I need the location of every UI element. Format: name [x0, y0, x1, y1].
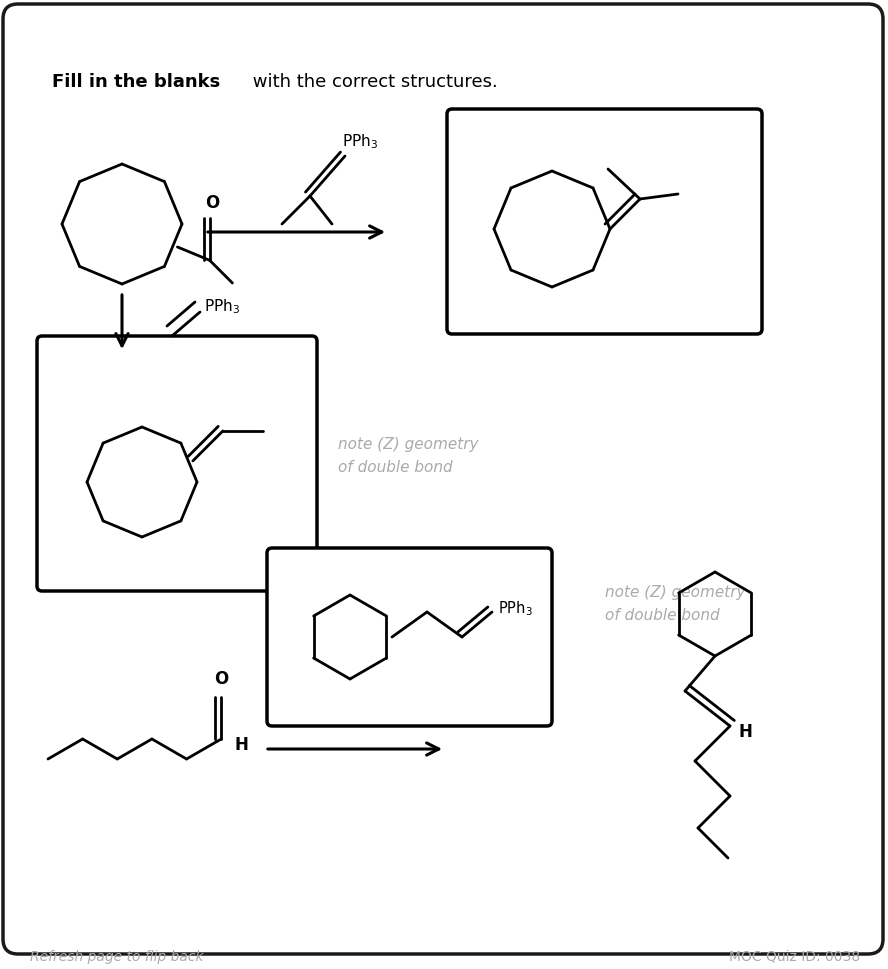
Text: O: O [204, 194, 219, 212]
Text: MOC Quiz ID: 0038: MOC Quiz ID: 0038 [729, 949, 860, 963]
Text: note (Z) geometry
of double bond: note (Z) geometry of double bond [338, 437, 479, 475]
FancyBboxPatch shape [447, 109, 762, 334]
FancyBboxPatch shape [3, 5, 883, 954]
Text: PPh$_3$: PPh$_3$ [498, 599, 533, 617]
Text: Fill in the blanks: Fill in the blanks [52, 73, 220, 91]
FancyBboxPatch shape [267, 548, 552, 726]
Text: note (Z) geometry
of double bond: note (Z) geometry of double bond [605, 584, 746, 623]
Text: H: H [234, 735, 248, 753]
Text: with the correct structures.: with the correct structures. [247, 73, 498, 91]
Text: H: H [738, 722, 752, 740]
FancyBboxPatch shape [37, 336, 317, 591]
Text: O: O [214, 670, 228, 687]
Text: PPh$_3$: PPh$_3$ [204, 297, 240, 316]
Text: Refresh page to flip back: Refresh page to flip back [30, 949, 203, 963]
Text: PPh$_3$: PPh$_3$ [342, 133, 378, 151]
